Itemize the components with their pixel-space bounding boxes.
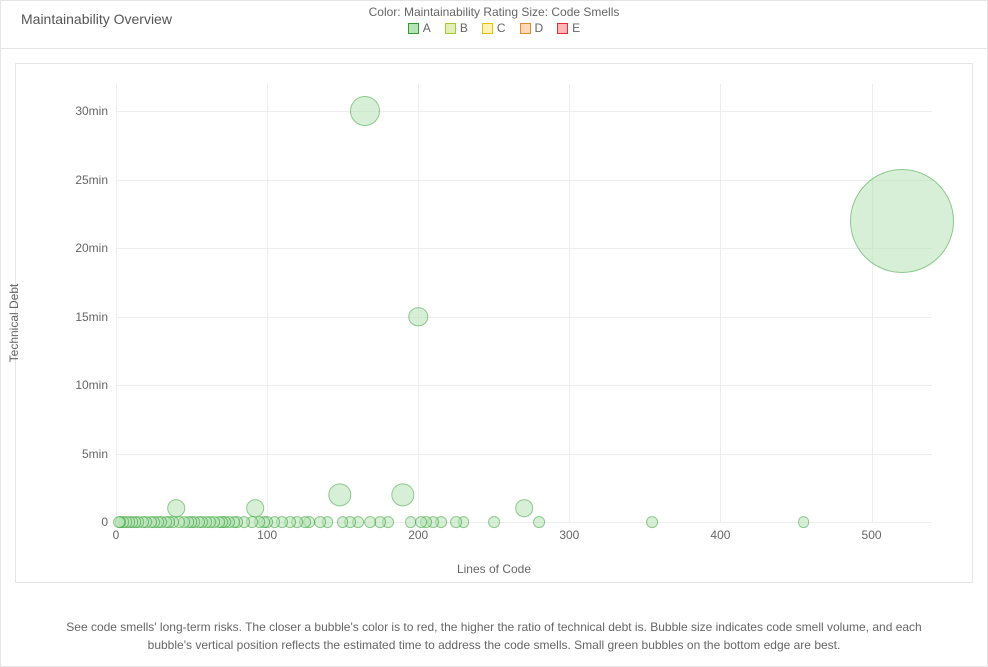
y-tick-label: 15min [75, 310, 116, 324]
bubble-point[interactable] [647, 516, 659, 528]
legend: Color: Maintainability Rating Size: Code… [1, 5, 987, 37]
bubble-point[interactable] [375, 516, 387, 528]
legend-description: Color: Maintainability Rating Size: Code… [1, 5, 987, 19]
bubble-point[interactable] [850, 169, 954, 273]
bubble-point[interactable] [168, 500, 186, 518]
bubble-point[interactable] [533, 516, 545, 528]
gridline-v [418, 84, 419, 522]
legend-item-label: A [423, 21, 431, 35]
x-tick-label: 300 [559, 522, 579, 542]
x-axis-label: Lines of Code [457, 562, 531, 576]
bubble-point[interactable] [515, 500, 533, 518]
bubble-point[interactable] [391, 483, 414, 506]
x-tick-label: 500 [862, 522, 882, 542]
bubble-point[interactable] [488, 516, 500, 528]
legend-item-a[interactable]: A [408, 21, 431, 35]
gridline-h [116, 111, 932, 112]
gridline-v [116, 84, 117, 522]
y-tick-label: 5min [82, 447, 116, 461]
bubble-point[interactable] [450, 516, 462, 528]
legend-item-label: C [497, 21, 506, 35]
legend-item-e[interactable]: E [557, 21, 580, 35]
bubble-point[interactable] [798, 516, 810, 528]
bubble-point[interactable] [405, 516, 417, 528]
legend-item-label: E [572, 21, 580, 35]
bubble-point[interactable] [314, 516, 326, 528]
gridline-v [872, 84, 873, 522]
footer-description: See code smells' long-term risks. The cl… [51, 619, 937, 654]
bubble-point[interactable] [246, 500, 264, 518]
legend-item-label: B [460, 21, 468, 35]
bubble-point[interactable] [337, 516, 349, 528]
gridline-v [267, 84, 268, 522]
legend-item-b[interactable]: B [445, 21, 468, 35]
bubble-point[interactable] [328, 483, 351, 506]
bubble-point[interactable] [350, 96, 380, 126]
legend-swatch-icon [482, 23, 493, 34]
y-axis-label: Technical Debt [7, 284, 21, 363]
legend-item-c[interactable]: C [482, 21, 506, 35]
legend-items: A B C D E [408, 21, 580, 35]
bubble-point[interactable] [364, 516, 376, 528]
chart-frame: Technical Debt 05min10min15min20min25min… [15, 63, 973, 583]
gridline-v [720, 84, 721, 522]
bubble-point[interactable] [113, 516, 125, 528]
gridline-h [116, 180, 932, 181]
y-tick-label: 25min [75, 173, 116, 187]
maintainability-panel: Maintainability Overview Color: Maintain… [0, 0, 988, 667]
legend-item-label: D [535, 21, 544, 35]
bubble-point[interactable] [408, 307, 428, 327]
plot-area: 05min10min15min20min25min30min0100200300… [116, 84, 932, 522]
y-tick-label: 10min [75, 378, 116, 392]
y-tick-label: 30min [75, 104, 116, 118]
legend-swatch-icon [557, 23, 568, 34]
legend-item-d[interactable]: D [520, 21, 544, 35]
bubble-point[interactable] [415, 516, 427, 528]
legend-swatch-icon [408, 23, 419, 34]
y-tick-label: 20min [75, 241, 116, 255]
panel-header: Maintainability Overview Color: Maintain… [1, 1, 987, 49]
gridline-h [116, 248, 932, 249]
x-tick-label: 400 [710, 522, 730, 542]
legend-swatch-icon [445, 23, 456, 34]
gridline-v [569, 84, 570, 522]
legend-swatch-icon [520, 23, 531, 34]
gridline-h [116, 454, 932, 455]
gridline-h [116, 317, 932, 318]
gridline-h [116, 385, 932, 386]
